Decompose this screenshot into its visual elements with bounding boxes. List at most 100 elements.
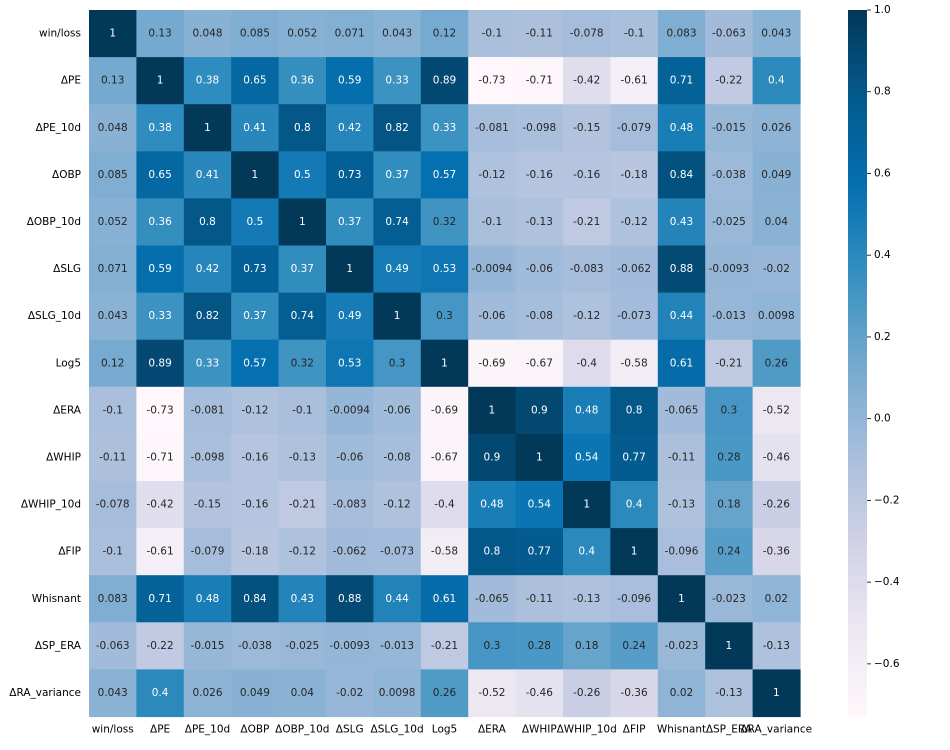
- cell-value-label: -0.36: [763, 546, 790, 558]
- heatmap-cell: [657, 386, 706, 435]
- x-tick-label: Log5: [432, 724, 457, 736]
- cell-value-label: 1: [631, 546, 638, 558]
- heatmap-cell: [89, 10, 137, 58]
- heatmap-cell: [610, 198, 659, 247]
- heatmap-cell: [183, 622, 232, 670]
- heatmap-cell: [326, 386, 374, 435]
- heatmap-cell: [752, 622, 801, 670]
- heatmap-cell: [373, 386, 422, 435]
- heatmap-cell: [278, 528, 327, 576]
- heatmap-cell: [563, 386, 611, 435]
- colorbar-tick-label: 0.0: [874, 413, 891, 425]
- cell-value-label: 0.82: [196, 310, 219, 322]
- heatmap-cell: [752, 104, 801, 152]
- heatmap-cell: [420, 10, 469, 58]
- y-tick-label: win/loss: [39, 28, 81, 40]
- cell-value-label: 0.9: [531, 404, 548, 416]
- heatmap-cell: [657, 198, 706, 247]
- cell-value-label: -0.36: [621, 687, 648, 699]
- heatmap-cell: [136, 104, 185, 152]
- cell-value-label: 0.048: [192, 28, 222, 40]
- heatmap-cell: [515, 386, 564, 435]
- colorbar-ticks: 1.0 0.8 0.6 0.4 0.2 0.0 −0.2 −0.4 −0.6: [867, 4, 900, 670]
- cell-value-label: 0.049: [240, 687, 270, 699]
- heatmap-cell: [89, 669, 137, 718]
- colorbar-tick-label: 0.4: [874, 249, 891, 261]
- heatmap-cell: [136, 10, 185, 58]
- colorbar-tick-label: 0.6: [874, 167, 891, 179]
- heatmap-cell: [657, 292, 706, 341]
- cell-value-label: -0.079: [191, 546, 225, 558]
- heatmap-cell: [515, 198, 564, 247]
- heatmap-cell: [373, 575, 422, 623]
- heatmap-cell: [89, 528, 137, 576]
- cell-value-label: -0.0094: [472, 263, 513, 275]
- cell-value-label: 0.13: [148, 28, 171, 40]
- cell-value-label: 0.84: [243, 593, 267, 605]
- heatmap-cell: [373, 104, 422, 152]
- heatmap-cell: [183, 10, 232, 58]
- cell-value-label: 0.84: [670, 169, 694, 181]
- heatmap-cell: [89, 198, 137, 247]
- cell-value-label: 0.04: [765, 216, 789, 228]
- cell-value-label: 0.9: [484, 451, 501, 463]
- cell-value-label: -0.58: [621, 357, 648, 369]
- heatmap-cell: [705, 481, 754, 529]
- y-tick-label: ΔSP_ERA: [35, 640, 82, 652]
- heatmap-cell: [468, 10, 517, 58]
- cell-value-label: 0.61: [670, 357, 693, 369]
- heatmap-cell: [752, 669, 801, 718]
- heatmap-cell: [278, 57, 327, 105]
- cell-value-label: 0.71: [670, 75, 693, 87]
- cell-value-label: -0.065: [665, 404, 699, 416]
- cell-value-label: 0.59: [338, 75, 361, 87]
- y-tick-label: ΔWHIP: [46, 451, 81, 463]
- cell-value-label: -0.0093: [329, 640, 370, 652]
- heatmap-cell: [515, 292, 564, 341]
- heatmap-cell: [183, 481, 232, 529]
- heatmap-cell: [563, 292, 611, 341]
- cell-value-label: 0.49: [385, 263, 408, 275]
- cell-value-label: -0.1: [624, 28, 645, 40]
- cell-value-label: -0.21: [715, 357, 742, 369]
- cell-value-label: 0.043: [761, 28, 791, 40]
- heatmap-cell: [705, 669, 754, 718]
- heatmap-cell: [183, 292, 232, 341]
- cell-value-label: 0.59: [148, 263, 171, 275]
- y-tick-label: ΔSLG: [53, 263, 81, 275]
- cell-value-label: -0.06: [478, 310, 505, 322]
- y-tick-label: ΔRA_variance: [9, 687, 81, 699]
- heatmap-cell: [326, 433, 374, 482]
- heatmap-cell: [278, 669, 327, 718]
- y-tick-label: ΔOBP_10d: [27, 216, 81, 228]
- cell-value-label: 0.043: [98, 687, 128, 699]
- heatmap-cell: [610, 292, 659, 341]
- cell-value-label: -0.21: [573, 216, 600, 228]
- heatmap-cell: [610, 339, 659, 388]
- cell-value-label: -0.58: [431, 546, 458, 558]
- heatmap-cell: [326, 292, 374, 341]
- cell-value-label: -0.13: [668, 499, 695, 511]
- heatmap-cell: [515, 245, 564, 294]
- cell-value-label: -0.098: [522, 122, 556, 134]
- heatmap-cell: [136, 433, 185, 482]
- heatmap-cell: [515, 151, 564, 199]
- x-tick-label: ΔSP_ERA: [706, 724, 753, 736]
- heatmap-cell: [231, 10, 280, 58]
- heatmap-cell: [515, 433, 564, 482]
- cell-value-label: 0.28: [528, 640, 551, 652]
- heatmap-cell: [373, 245, 422, 294]
- cell-value-label: -0.42: [573, 75, 600, 87]
- heatmap-cell: [89, 245, 137, 294]
- heatmap-cell: [468, 481, 517, 529]
- cell-value-label: 0.36: [291, 75, 315, 87]
- cell-value-label: -0.1: [102, 404, 123, 416]
- heatmap-cell: [231, 339, 280, 388]
- cell-value-label: 1: [489, 404, 496, 416]
- cell-value-label: -0.13: [526, 216, 553, 228]
- heatmap-cell: [752, 481, 801, 529]
- colorbar-tick-label: −0.2: [874, 494, 900, 506]
- heatmap-cell: [136, 151, 185, 199]
- cell-value-label: 0.026: [192, 687, 222, 699]
